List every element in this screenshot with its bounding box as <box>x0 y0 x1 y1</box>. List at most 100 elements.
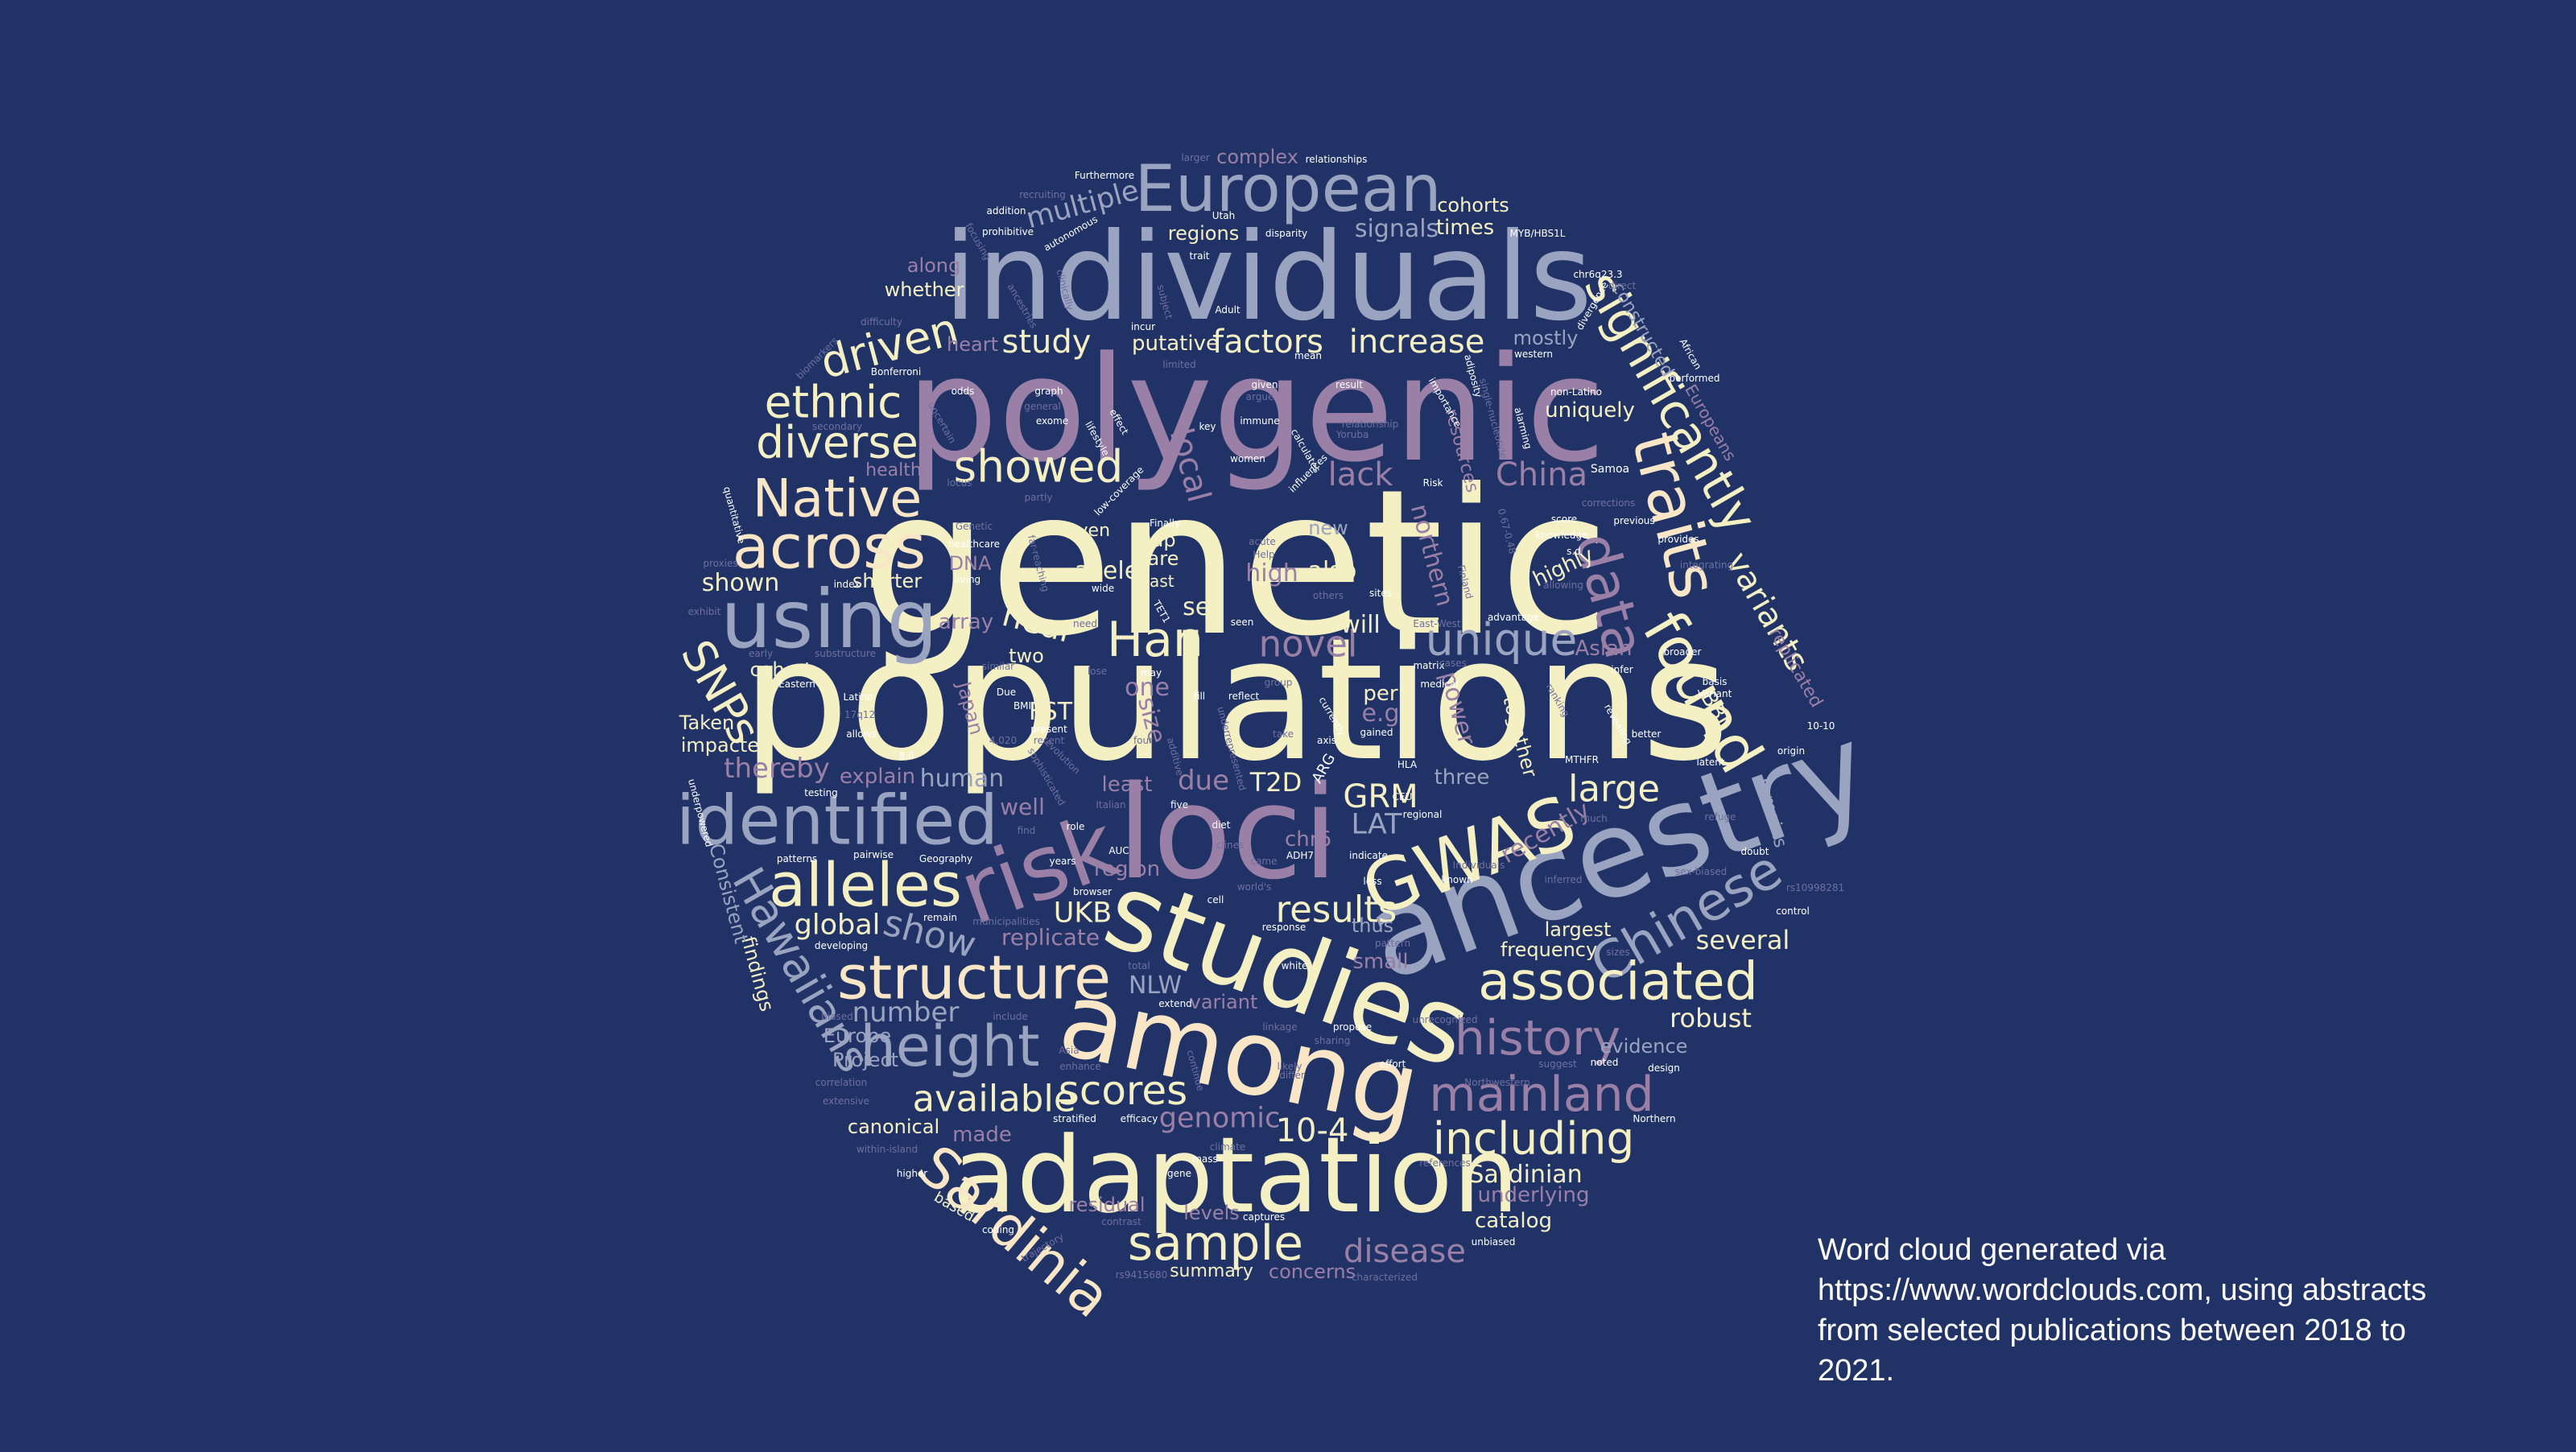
cloud-word: lifestyle <box>1083 419 1112 458</box>
cloud-word: underlying <box>1477 1183 1590 1207</box>
cloud-word: allele <box>1074 557 1140 585</box>
cloud-word: revealing <box>1601 702 1635 747</box>
cloud-word: came <box>1250 856 1278 867</box>
cloud-word: seen <box>1230 617 1254 628</box>
cloud-word: ranking <box>1543 681 1572 720</box>
cloud-word: driven <box>815 303 964 389</box>
cloud-word: T2D <box>1249 767 1302 798</box>
cloud-word: role <box>1066 821 1085 832</box>
cloud-word: pairwise <box>852 849 894 860</box>
cloud-word: Individuals <box>1452 860 1505 871</box>
cloud-word: higher <box>896 1168 928 1179</box>
cloud-word: contrast <box>1101 1216 1141 1227</box>
cloud-word: acute <box>1249 536 1276 547</box>
cloud-word: region <box>1093 857 1161 881</box>
cloud-word: identified <box>675 781 999 861</box>
cloud-word: across <box>732 511 927 583</box>
cloud-word: index <box>833 579 861 590</box>
cloud-word: regions <box>1167 222 1240 245</box>
cloud-word: ARG <box>1308 750 1340 786</box>
cloud-word: immune <box>1240 415 1280 427</box>
cloud-word: likely <box>1277 1061 1302 1072</box>
cloud-word: polygenic <box>906 326 1606 494</box>
cloud-word: East <box>1139 571 1174 591</box>
cloud-word: argue <box>1245 391 1274 402</box>
cloud-word: findings <box>737 934 778 1014</box>
cloud-word: significantly <box>1573 262 1768 543</box>
cloud-word: sites <box>1369 588 1392 599</box>
cloud-word: rare <box>1139 547 1179 570</box>
cloud-word: evidence <box>1600 1035 1688 1058</box>
cloud-word: ancestries <box>1005 281 1040 331</box>
cloud-word: Adult <box>1215 304 1241 316</box>
cloud-word: chr6q23.3 <box>1573 269 1623 280</box>
cloud-word: disease <box>1344 1233 1466 1270</box>
cloud-word: two <box>1009 645 1044 667</box>
cloud-word: s.d <box>1567 546 1581 557</box>
cloud-word: among <box>1049 956 1430 1153</box>
cloud-word: influences <box>1286 452 1330 495</box>
cloud-word: cases <box>1439 658 1467 669</box>
cloud-word: Hawaiians <box>722 858 881 1081</box>
cloud-word: shorter <box>852 570 923 592</box>
cloud-word: world's <box>1236 881 1272 893</box>
cloud-word: doubt <box>1740 846 1769 857</box>
cloud-word: based <box>931 1188 978 1226</box>
cloud-word: allowing <box>1543 580 1583 591</box>
cloud-word: GWAS <box>1351 779 1587 934</box>
cloud-word: traits <box>1616 424 1733 606</box>
cloud-word: stratified <box>1053 1113 1096 1124</box>
cloud-word: score <box>1550 514 1578 525</box>
cloud-word: MYB/HBS1L <box>1509 228 1566 239</box>
cloud-word: due <box>1177 765 1230 797</box>
cloud-word: alarming <box>1512 406 1534 451</box>
cloud-word: less <box>1363 876 1382 887</box>
cloud-word: may <box>1140 667 1162 679</box>
cloud-word: provides <box>1657 534 1699 545</box>
cloud-word: difficulty <box>861 316 902 328</box>
cloud-word: Native <box>752 468 923 530</box>
cloud-word: four <box>1133 735 1154 746</box>
cloud-word: increase <box>1348 324 1485 361</box>
cloud-word: chr6 <box>1284 827 1332 852</box>
cloud-word: Han <box>1107 612 1203 668</box>
cloud-word: extensive <box>822 1095 870 1107</box>
cloud-word: Finally <box>1149 518 1181 529</box>
cloud-word: response <box>1261 922 1307 933</box>
cloud-word: similar <box>981 661 1015 672</box>
cloud-word: gained <box>1360 727 1393 738</box>
cloud-word: effect <box>1107 406 1131 437</box>
cloud-word: Geography <box>919 853 973 864</box>
cloud-word: Project <box>832 1049 899 1071</box>
cloud-word: levels <box>1183 1202 1240 1224</box>
cloud-word: reflect <box>1228 691 1260 702</box>
cloud-word: substructure <box>815 648 876 659</box>
cloud-word: new <box>1308 517 1348 539</box>
cloud-word: developing <box>814 940 869 951</box>
cloud-word: Utah <box>1212 210 1236 221</box>
cloud-word: DNA <box>948 552 992 575</box>
cloud-word: divergence <box>1574 279 1611 332</box>
cloud-word: suggest <box>1538 1058 1577 1070</box>
cloud-word: even <box>1066 521 1111 541</box>
cloud-word: knowledge <box>1535 530 1588 541</box>
cloud-word: present <box>1030 724 1067 735</box>
cloud-word: focusing <box>963 221 993 262</box>
cloud-word: local <box>1162 424 1218 506</box>
cloud-word: ethnic <box>764 376 902 428</box>
cloud-word: Northwestern <box>1464 1077 1530 1088</box>
cloud-word: 8.6 <box>898 750 914 761</box>
cloud-word: pattern <box>1374 938 1411 949</box>
cloud-word: regional <box>1402 809 1443 820</box>
cloud-word: years <box>1049 856 1076 867</box>
cloud-word: prohibitive <box>981 226 1034 237</box>
cloud-word: design <box>1648 1062 1680 1074</box>
cloud-word: previous <box>1613 515 1655 526</box>
caption: Word cloud generated via https://www.wor… <box>1818 1233 2427 1388</box>
cloud-word: characterized <box>1351 1272 1418 1283</box>
cloud-word: municipalities <box>972 916 1040 927</box>
cloud-word: found <box>1629 599 1777 785</box>
cloud-word: Genetic <box>955 521 993 532</box>
cloud-word: thus <box>1351 914 1394 937</box>
